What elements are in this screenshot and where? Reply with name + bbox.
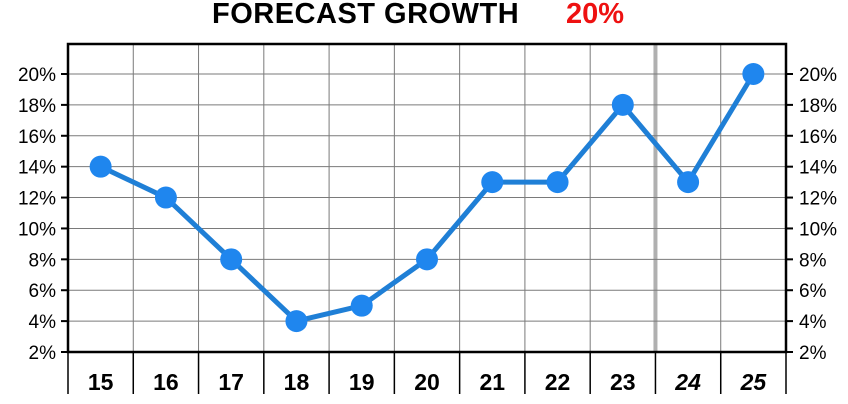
y-tick-label-left: 20% <box>18 65 56 86</box>
x-tick-label: 25 <box>740 369 768 395</box>
data-point <box>677 171 700 194</box>
data-point <box>416 248 438 271</box>
plot-frame <box>66 42 788 354</box>
y-tick-label-right: 2% <box>799 343 827 364</box>
y-tick-label-right: 10% <box>799 219 837 240</box>
y-tick-label-left: 12% <box>18 189 56 210</box>
chart-title-value: 20% <box>566 0 625 30</box>
y-tick-label-right: 8% <box>799 250 827 271</box>
data-point <box>611 93 634 116</box>
data-point <box>742 63 765 85</box>
x-tick-label: 24 <box>674 369 701 395</box>
y-tick-label-right: 16% <box>799 127 837 148</box>
y-tick-label-left: 16% <box>18 127 56 148</box>
chart-title-text: FORECAST GROWTH <box>212 0 520 30</box>
data-point <box>220 248 243 271</box>
y-tick-label-right: 18% <box>799 96 837 117</box>
data-point <box>481 171 504 194</box>
y-tick-label-left: 18% <box>18 96 56 117</box>
y-tick-label-left: 2% <box>29 343 57 364</box>
y-tick-label-right: 6% <box>799 281 827 302</box>
y-tick-label-right: 20% <box>799 65 837 86</box>
y-tick-label-right: 12% <box>799 189 837 210</box>
x-tick-label: 19 <box>349 369 375 395</box>
x-tick-label: 16 <box>153 369 179 395</box>
data-point <box>350 294 373 317</box>
y-tick-label-left: 8% <box>29 250 57 271</box>
data-point <box>89 155 112 178</box>
y-tick-label-left: 14% <box>18 158 56 179</box>
x-tick-label: 21 <box>479 369 505 395</box>
x-tick-label: 20 <box>414 369 440 395</box>
data-point <box>285 310 308 333</box>
x-tick-label: 22 <box>545 369 571 395</box>
y-tick-label-right: 4% <box>799 312 827 333</box>
x-tick-label: 23 <box>610 369 636 395</box>
y-tick-label-left: 10% <box>18 219 56 240</box>
data-point <box>154 186 177 209</box>
y-tick-label-left: 6% <box>29 281 57 302</box>
x-tick-label: 18 <box>284 369 310 395</box>
chart-title: FORECAST GROWTH 20% <box>0 0 848 40</box>
y-tick-label-left: 4% <box>29 312 57 333</box>
data-point <box>546 171 569 194</box>
y-tick-label-right: 14% <box>799 158 837 179</box>
x-tick-label: 17 <box>218 369 244 395</box>
x-tick-label: 15 <box>88 369 114 395</box>
